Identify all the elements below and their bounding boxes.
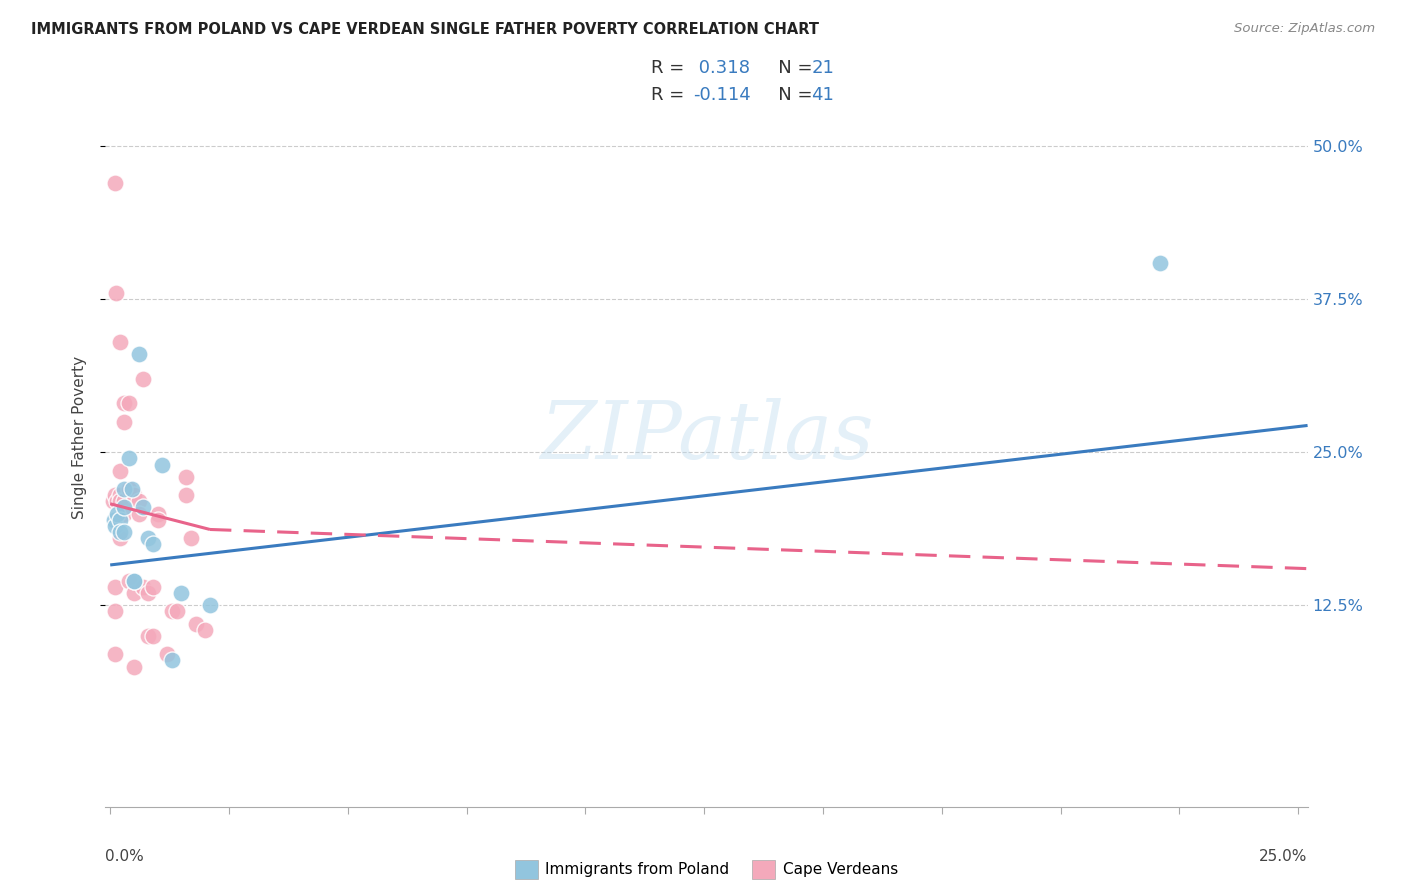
Point <box>108 494 131 508</box>
Point <box>174 488 197 502</box>
Text: 0.0%: 0.0% <box>105 849 145 864</box>
Point <box>105 286 128 301</box>
Point <box>128 347 150 361</box>
Text: IMMIGRANTS FROM POLAND VS CAPE VERDEAN SINGLE FATHER POVERTY CORRELATION CHART: IMMIGRANTS FROM POLAND VS CAPE VERDEAN S… <box>31 22 818 37</box>
Point <box>108 464 131 478</box>
Point <box>128 494 150 508</box>
Point <box>114 507 136 521</box>
Point <box>108 488 131 502</box>
Point <box>104 580 127 594</box>
Point <box>170 586 193 600</box>
Point <box>118 574 141 588</box>
Point <box>122 659 145 673</box>
Point <box>184 616 207 631</box>
Point <box>156 648 179 662</box>
Point <box>118 451 141 466</box>
Point <box>180 531 202 545</box>
Point <box>103 513 125 527</box>
Point <box>122 586 145 600</box>
Point <box>132 500 155 515</box>
Point <box>118 396 141 410</box>
Point <box>152 458 174 472</box>
Point <box>194 623 217 637</box>
Point <box>136 586 159 600</box>
Text: -0.114: -0.114 <box>693 87 751 104</box>
Point <box>108 335 131 350</box>
Point <box>1149 256 1171 270</box>
Point <box>108 513 131 527</box>
Point <box>166 604 188 618</box>
Point <box>128 507 150 521</box>
Point <box>104 648 127 662</box>
Point <box>104 518 127 533</box>
Point <box>198 599 221 613</box>
Legend: Immigrants from Poland, Cape Verdeans: Immigrants from Poland, Cape Verdeans <box>509 854 904 885</box>
Point <box>114 415 136 429</box>
Point <box>108 531 131 545</box>
Text: Source: ZipAtlas.com: Source: ZipAtlas.com <box>1234 22 1375 36</box>
Point <box>114 494 136 508</box>
Point <box>160 653 183 667</box>
Text: 21: 21 <box>811 59 834 77</box>
Text: R =: R = <box>651 59 690 77</box>
Point <box>146 513 169 527</box>
Point <box>122 488 145 502</box>
Point <box>105 507 128 521</box>
Point <box>114 396 136 410</box>
Point <box>114 500 136 515</box>
Text: N =: N = <box>761 87 818 104</box>
Point <box>122 574 145 588</box>
Text: ZIPatlas: ZIPatlas <box>540 399 873 475</box>
Point <box>104 176 127 190</box>
Point <box>108 524 131 539</box>
Y-axis label: Single Father Poverty: Single Father Poverty <box>72 356 87 518</box>
Point <box>121 482 143 496</box>
Point <box>136 531 159 545</box>
Point <box>142 629 165 643</box>
Point <box>132 580 155 594</box>
Point <box>122 574 145 588</box>
Text: 0.318: 0.318 <box>693 59 751 77</box>
Text: 25.0%: 25.0% <box>1260 849 1308 864</box>
Point <box>132 372 155 386</box>
Point <box>101 494 124 508</box>
Text: 41: 41 <box>811 87 834 104</box>
Point <box>142 537 165 551</box>
Text: R =: R = <box>651 87 690 104</box>
Point <box>114 482 136 496</box>
Text: N =: N = <box>761 59 818 77</box>
Point <box>104 488 127 502</box>
Point <box>105 494 128 508</box>
Point <box>174 470 197 484</box>
Point <box>114 524 136 539</box>
Point <box>146 507 169 521</box>
Point <box>142 580 165 594</box>
Point <box>160 604 183 618</box>
Point <box>104 604 127 618</box>
Point <box>118 482 141 496</box>
Point <box>136 629 159 643</box>
